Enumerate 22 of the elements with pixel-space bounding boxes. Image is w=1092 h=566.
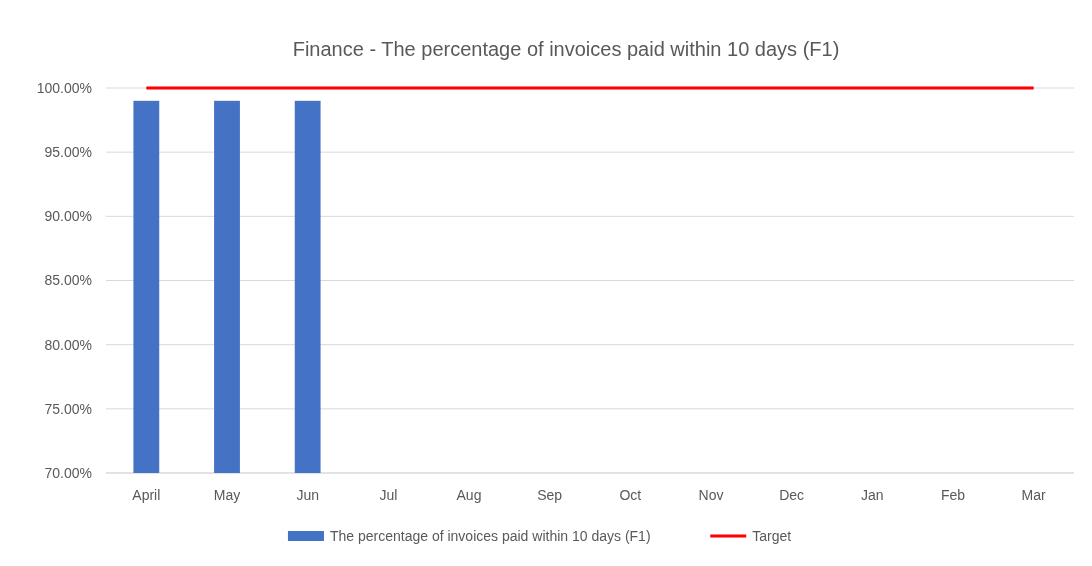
y-tick-label: 100.00% xyxy=(36,79,92,96)
x-tick-label: Mar xyxy=(1021,487,1047,503)
x-tick-label: Nov xyxy=(698,487,724,503)
x-tick-label: Jul xyxy=(379,487,398,503)
legend-label: Target xyxy=(752,527,792,544)
y-tick-label: 80.00% xyxy=(44,336,92,353)
y-tick-label: 90.00% xyxy=(44,208,92,225)
y-tick-label: 85.00% xyxy=(44,272,92,289)
y-tick-label: 75.00% xyxy=(44,400,92,417)
x-tick-label: Jun xyxy=(296,487,319,503)
legend-label: The percentage of invoices paid within 10 days (F1) xyxy=(329,527,651,544)
x-tick-label: May xyxy=(213,487,241,503)
x-tick-label: Aug xyxy=(456,487,482,503)
x-tick-label: Oct xyxy=(619,487,642,503)
chart-title: Finance - The percentage of invoices paid within 10 days (F1) xyxy=(292,38,840,60)
x-tick-label: Jan xyxy=(861,487,884,503)
x-tick-label: Dec xyxy=(779,487,805,503)
x-tick-label: April xyxy=(132,487,161,503)
x-tick-label: Feb xyxy=(940,487,966,503)
y-tick-label: 95.00% xyxy=(44,144,92,161)
y-tick-label: 70.00% xyxy=(44,464,92,481)
x-tick-label: Sep xyxy=(537,487,563,503)
